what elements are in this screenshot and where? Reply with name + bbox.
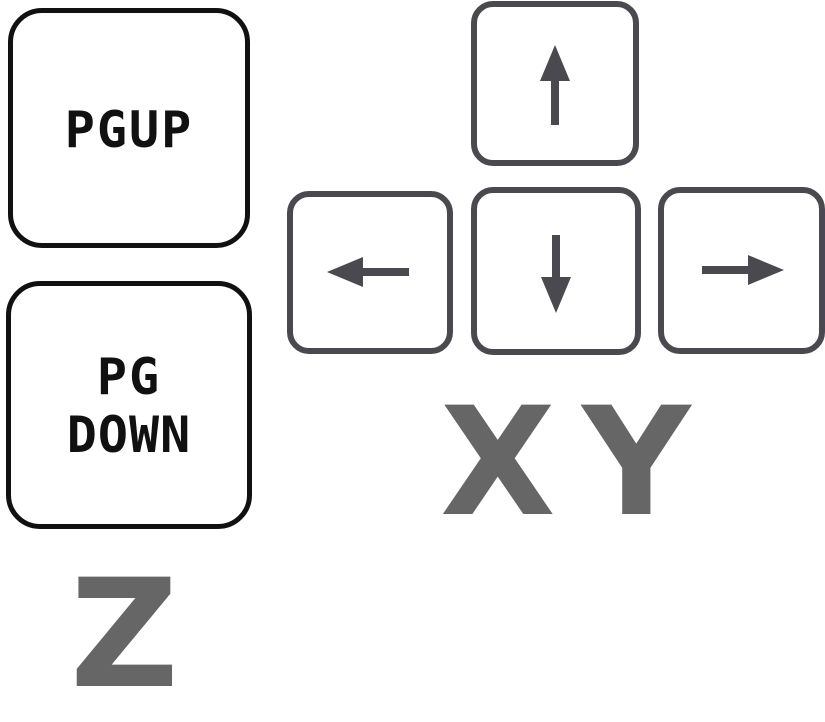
arrow-down-key[interactable] (471, 187, 641, 355)
arrow-left-key[interactable] (287, 191, 453, 354)
axis-label-y: Y (582, 376, 691, 550)
arrow-right-icon (702, 255, 784, 285)
arrow-up-key[interactable] (471, 1, 639, 166)
page-up-key[interactable]: PGUP (8, 8, 250, 248)
page-down-key[interactable]: PG DOWN (6, 281, 252, 529)
page-down-label-line1: PG (96, 348, 162, 406)
arrow-up-icon (540, 45, 570, 125)
page-down-label-line2: DOWN (66, 406, 192, 464)
page-up-label: PGUP (64, 101, 194, 159)
arrow-left-icon (327, 257, 409, 287)
arrow-right-key[interactable] (658, 187, 825, 354)
axis-label-x: X (440, 376, 556, 550)
axis-label-z: Z (70, 548, 179, 722)
arrow-down-icon (541, 235, 571, 313)
